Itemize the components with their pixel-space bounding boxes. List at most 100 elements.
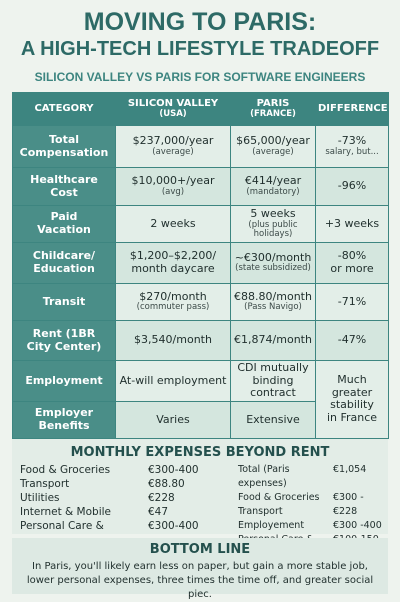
expense-label: Internet & Mobile	[20, 506, 111, 518]
expense-row: Utilities €228	[20, 491, 200, 505]
value-cell: $65,000/year (average)	[230, 125, 316, 168]
cell-text: Childcare/	[32, 249, 96, 263]
cell-text: -80%	[337, 249, 367, 263]
cell-text: At-will employment	[119, 373, 227, 387]
cell-text: Employer	[34, 406, 94, 420]
table-row: Employment At-will employment CDI mutually…	[12, 360, 389, 439]
expense-value: €300-400	[148, 464, 199, 476]
value-cell: At-will employment	[115, 360, 231, 402]
expense-label: Total (Paris expenses)	[238, 464, 290, 489]
header-cell: CATEGORY	[12, 92, 116, 126]
cell-text: Education	[33, 262, 95, 275]
value-cell: CDI mutually binding contract	[230, 360, 316, 402]
cell-text: City Center)	[26, 339, 102, 353]
value-cell: $1,200–$2,200/month daycare	[115, 242, 231, 284]
expense-row: Food & Groceries €300-400	[20, 463, 200, 477]
expense-row: Total (Paris expenses) €1,054	[238, 463, 388, 491]
value-cell: -80% or more	[315, 242, 389, 284]
expense-value: €300-400	[148, 520, 199, 532]
cell-text: CDI mutually	[237, 361, 309, 374]
expense-value: €88.80	[148, 478, 185, 490]
header-cell: PARIS (FRANCE)	[230, 92, 316, 126]
cell-text: or more	[330, 262, 374, 275]
cell-text: (Pass Navigo)	[244, 302, 302, 313]
cell-text: $3,540/month	[134, 333, 212, 347]
bottom-line: BOTTOM LINE In Paris, you'll likely earn…	[12, 538, 388, 600]
expenses: MONTHLY EXPENSES BEYOND RENT Food & Groc…	[12, 438, 388, 559]
expense-row: Transport €88.80	[20, 477, 200, 491]
header-text: SILICON VALLEY	[127, 98, 219, 110]
expense-row: Internet & Mobile €47	[20, 505, 200, 519]
cell-text: (commuter pass)	[136, 302, 210, 313]
value-cell: 2 weeks	[115, 205, 231, 243]
value-cell: €414/year (mandatory)	[230, 167, 316, 206]
expense-row: Transport €228	[238, 505, 388, 519]
value-cell: 5 weeks (plus public holidays)	[230, 205, 316, 243]
cell-text: $65,000/year	[236, 134, 310, 148]
cell-text: Healthcare	[30, 172, 98, 186]
cell-text: 5 weeks	[250, 206, 296, 220]
header-text: (USA)	[159, 108, 187, 119]
cell-text: (average)	[252, 146, 294, 157]
category-cell: Paid Vacation	[12, 205, 116, 243]
cell-text: Benefits	[38, 418, 90, 432]
expense-value: €228	[333, 506, 358, 517]
header-text: PARIS	[256, 98, 290, 110]
header-text: DIFFERENCE	[318, 103, 388, 115]
table-row: Total Compensation $237,000/year (average) $…	[12, 125, 389, 168]
table-row: Transit $270/month (commuter pass) €88.80/m…	[12, 283, 389, 321]
summary: In Paris, you'll likely earn less on pap…	[26, 561, 374, 600]
expense-value: €300 -	[333, 492, 364, 503]
cell-text: (state subsidized)	[235, 263, 311, 274]
expense-value: €228	[148, 492, 175, 504]
value-cell: +3 weeks	[315, 205, 389, 243]
header-cell: SILICON VALLEY (USA)	[115, 92, 231, 126]
value-cell: -73% salary, but...	[315, 125, 389, 168]
expense-label: Transport	[20, 478, 70, 490]
expense-row: Food & Groceries €300 -	[238, 491, 388, 505]
expense-row: Employement €300 -400	[238, 519, 388, 533]
expense-label: Utilities	[20, 492, 60, 504]
expense-label: Food & Groceries	[238, 492, 320, 503]
table-row: Childcare/Education $1,200–$2,200/month d…	[12, 242, 389, 284]
cell-text: ~€300/month	[234, 250, 312, 264]
cell-text: (plus public holidays)	[248, 219, 298, 240]
header-cell: DIFFERENCE	[315, 92, 389, 126]
value-cell: -96%	[315, 167, 389, 206]
cell-text: Paid	[50, 210, 78, 224]
cell-text: -96%	[337, 179, 367, 193]
cell-text: in France	[326, 411, 378, 425]
cell-text: binding contract	[250, 373, 296, 400]
category-cell: Childcare/Education	[12, 242, 116, 284]
expense-list: Food & Groceries €300-400 Transport €88.80 U…	[20, 463, 200, 533]
cell-text: €1,874/month	[234, 333, 312, 347]
value-cell: Varies	[115, 400, 231, 439]
cell-text: $1,200–$2,200/	[129, 249, 217, 263]
cell-text: month daycare	[131, 262, 215, 275]
value-cell: -71%	[315, 283, 389, 321]
category-cell: Total Compensation	[12, 125, 116, 168]
value-cell: €1,874/month	[230, 320, 316, 361]
value-cell: Extensive	[230, 400, 316, 439]
header-text: CATEGORY	[34, 103, 94, 115]
section-title: BOTTOM LINE	[149, 542, 251, 557]
cell-text: Much	[337, 373, 367, 387]
cell-text: Compensation	[19, 145, 109, 159]
cell-text: $237,000/year	[132, 134, 214, 148]
cell-text: Employment	[25, 373, 103, 387]
value-cell: $3,540/month	[115, 320, 231, 361]
category-cell: Employer Benefits	[12, 400, 116, 439]
table-row: Healthcare Cost $10,000+/year (avg) €414/yea…	[12, 167, 389, 206]
cell-text: -71%	[337, 294, 367, 308]
title: A HIGH-TECH LIFESTYLE TRADEOFF	[20, 38, 380, 60]
expense-label: Employement	[238, 520, 305, 531]
cell-text: Extensive	[246, 412, 300, 426]
header-text: (FRANCE)	[250, 108, 296, 119]
expense-value: €1,054	[333, 464, 367, 475]
table-row: Rent (1BR City Center) $3,540/month €1,874/…	[12, 320, 389, 361]
cell-text: (average)	[152, 146, 194, 157]
cell-text: €88.80/month	[234, 289, 312, 303]
value-cell: €88.80/month (Pass Navigo)	[230, 283, 316, 321]
subtitle: SILICON VALLEY VS PARIS FOR SOFTWARE ENG…	[34, 70, 366, 84]
